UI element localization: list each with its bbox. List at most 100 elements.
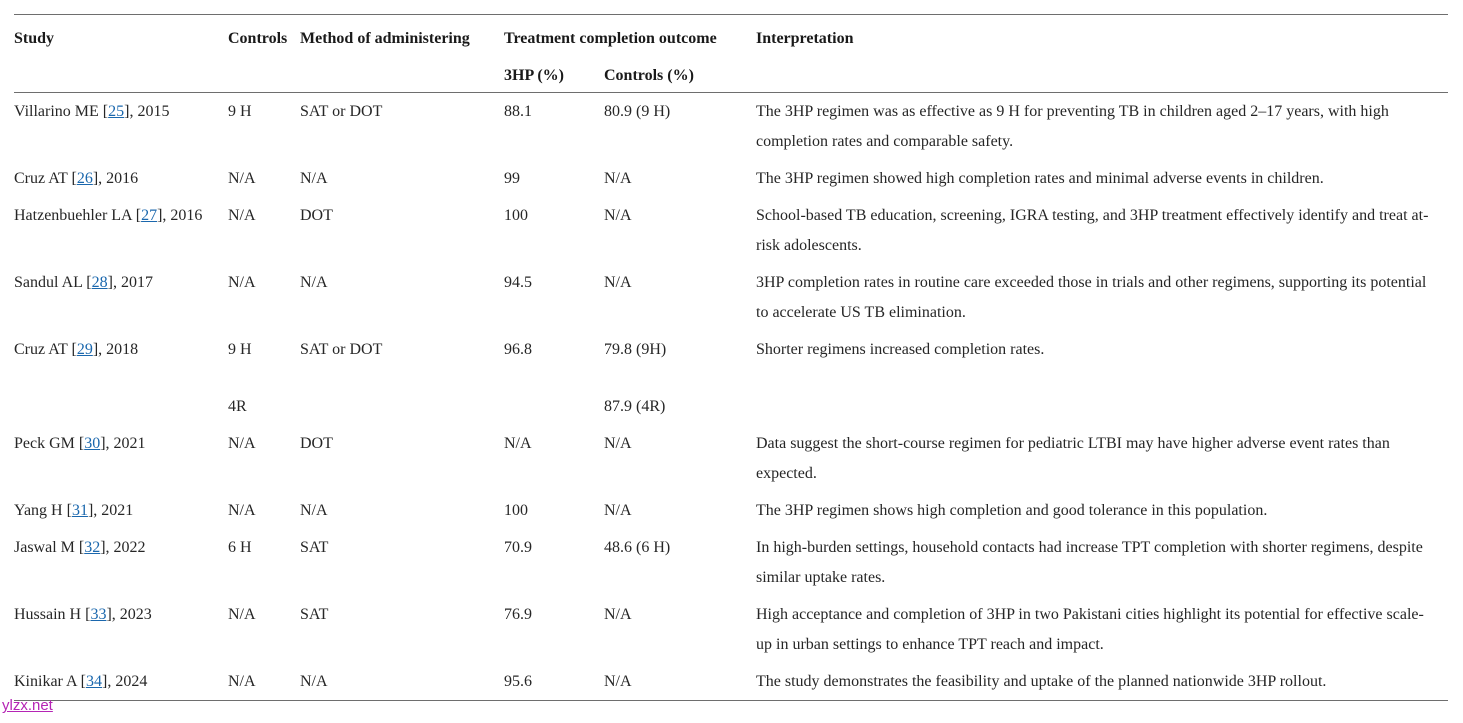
reference-link[interactable]: 25 [108, 102, 125, 120]
hp3-percent-cell: 95.6 [504, 672, 532, 690]
reference-link[interactable]: 32 [84, 538, 101, 556]
controls-percent-cell: 79.8 (9H) [604, 340, 667, 358]
study-cell: Jaswal M [32], 2022 [14, 529, 228, 596]
reference-link[interactable]: 26 [76, 169, 93, 187]
controls-cell: N/A [228, 434, 256, 452]
controls-cell: 4R [228, 397, 247, 415]
study-cell: Cruz AT [26], 2016 [14, 160, 228, 197]
method-cell: N/A [300, 672, 328, 690]
hp3-percent-cell: 96.8 [504, 340, 532, 358]
controls-percent-cell: N/A [604, 605, 632, 623]
controls-cell: N/A [228, 672, 256, 690]
table-body: Villarino ME [25], 2015 9 H SAT or DOT 8… [14, 93, 1448, 701]
method-cell [300, 368, 504, 425]
table-row: Hussain H [33], 2023 N/A SAT 76.9 N/A Hi… [14, 596, 1448, 663]
hp3-percent-cell: 94.5 [504, 273, 532, 291]
study-text: Kinikar A [ [14, 672, 86, 690]
controls-percent-cell: N/A [604, 273, 632, 291]
interpretation-cell: The 3HP regimen shows high completion an… [756, 501, 1268, 519]
study-cell: Hatzenbuehler LA [27], 2016 [14, 197, 228, 264]
study-cell: Cruz AT [29], 2018 [14, 331, 228, 368]
controls-percent-cell: 80.9 (9 H) [604, 102, 671, 120]
study-text: Cruz AT [ [14, 169, 77, 187]
study-text: ], 2021 [100, 434, 146, 452]
interpretation-cell: The 3HP regimen was as effective as 9 H … [756, 102, 1389, 150]
study-cell: Yang H [31], 2021 [14, 492, 228, 529]
reference-link[interactable]: 30 [84, 434, 101, 452]
controls-percent-cell: 48.6 (6 H) [604, 538, 671, 556]
reference-link[interactable]: 28 [91, 273, 108, 291]
reference-link[interactable]: 33 [90, 605, 107, 623]
table-row: Kinikar A [34], 2024 N/A N/A 95.6 N/A Th… [14, 663, 1448, 701]
header-outcome-group: Treatment completion outcome [504, 30, 717, 47]
study-text: ], 2018 [92, 340, 139, 358]
reference-link[interactable]: 27 [141, 206, 158, 224]
study-cell: Villarino ME [25], 2015 [14, 93, 228, 161]
table-row: Yang H [31], 2021 N/A N/A 100 N/A The 3H… [14, 492, 1448, 529]
study-cell: Hussain H [33], 2023 [14, 596, 228, 663]
study-cell: Kinikar A [34], 2024 [14, 663, 228, 701]
reference-link[interactable]: 34 [86, 672, 102, 690]
table-row: Sandul AL [28], 2017 N/A N/A 94.5 N/A 3H… [14, 264, 1448, 331]
interpretation-cell: The study demonstrates the feasibility a… [756, 672, 1327, 690]
hp3-percent-cell [504, 368, 604, 425]
controls-cell: 6 H [228, 538, 252, 556]
controls-percent-cell: N/A [604, 672, 632, 690]
study-text: ], 2021 [87, 501, 134, 519]
table-row: Cruz AT [26], 2016 N/A N/A 99 N/A The 3H… [14, 160, 1448, 197]
study-text: Jaswal M [ [14, 538, 85, 556]
reference-link[interactable]: 31 [71, 501, 88, 519]
method-cell: DOT [300, 434, 333, 452]
controls-percent-cell: 87.9 (4R) [604, 397, 666, 415]
study-text: ], 2015 [124, 102, 170, 120]
table-row: Cruz AT [29], 2018 9 H SAT or DOT 96.8 7… [14, 331, 1448, 368]
study-cell: Peck GM [30], 2021 [14, 425, 228, 492]
controls-percent-cell: N/A [604, 434, 632, 452]
interpretation-cell: 3HP completion rates in routine care exc… [756, 273, 1427, 321]
interpretation-cell: The 3HP regimen showed high completion r… [756, 169, 1324, 187]
header-method: Method of administering [300, 14, 504, 93]
study-text: Sandul AL [ [14, 273, 92, 291]
header-controls: Controls [228, 14, 300, 93]
method-cell: SAT or DOT [300, 340, 383, 358]
controls-cell: N/A [228, 605, 256, 623]
controls-cell: 9 H [228, 102, 252, 120]
study-text: ], 2024 [102, 672, 148, 690]
hp3-percent-cell: 70.9 [504, 538, 532, 556]
interpretation-cell: Shorter regimens increased completion ra… [756, 340, 1045, 358]
table-row: Jaswal M [32], 2022 6 H SAT 70.9 48.6 (6… [14, 529, 1448, 596]
study-text: Peck GM [ [14, 434, 85, 452]
hp3-percent-cell: 100 [504, 206, 528, 224]
header-controls-pct: Controls (%) [604, 49, 756, 93]
controls-cell: N/A [228, 501, 256, 519]
method-cell: N/A [300, 501, 328, 519]
controls-cell: N/A [228, 273, 256, 291]
study-cell [14, 368, 228, 425]
method-cell: SAT [300, 605, 329, 623]
interpretation-cell: School-based TB education, screening, IG… [756, 206, 1429, 254]
study-text: ], 2016 [157, 206, 203, 224]
study-text: Hussain H [ [14, 605, 91, 623]
hp3-percent-cell: 99 [504, 169, 520, 187]
table-row: Hatzenbuehler LA [27], 2016 N/A DOT 100 … [14, 197, 1448, 264]
interpretation-cell: In high-burden settings, household conta… [756, 538, 1423, 586]
study-text: ], 2023 [106, 605, 152, 623]
hp3-percent-cell: 76.9 [504, 605, 532, 623]
watermark-link[interactable]: ylzx.net [2, 697, 53, 714]
controls-cell: N/A [228, 206, 256, 224]
method-cell: N/A [300, 273, 328, 291]
hp3-percent-cell: 88.1 [504, 102, 532, 120]
study-text: ], 2022 [100, 538, 146, 556]
study-text: Yang H [ [14, 501, 72, 519]
method-cell: N/A [300, 169, 328, 187]
hp3-percent-cell: 100 [504, 501, 528, 519]
study-text: ], 2016 [92, 169, 139, 187]
method-cell: DOT [300, 206, 333, 224]
controls-cell: N/A [228, 169, 256, 187]
studies-table: Study Controls Method of administering T… [14, 14, 1448, 701]
study-cell: Sandul AL [28], 2017 [14, 264, 228, 331]
method-cell: SAT [300, 538, 329, 556]
reference-link[interactable]: 29 [76, 340, 93, 358]
table-row: Villarino ME [25], 2015 9 H SAT or DOT 8… [14, 93, 1448, 161]
